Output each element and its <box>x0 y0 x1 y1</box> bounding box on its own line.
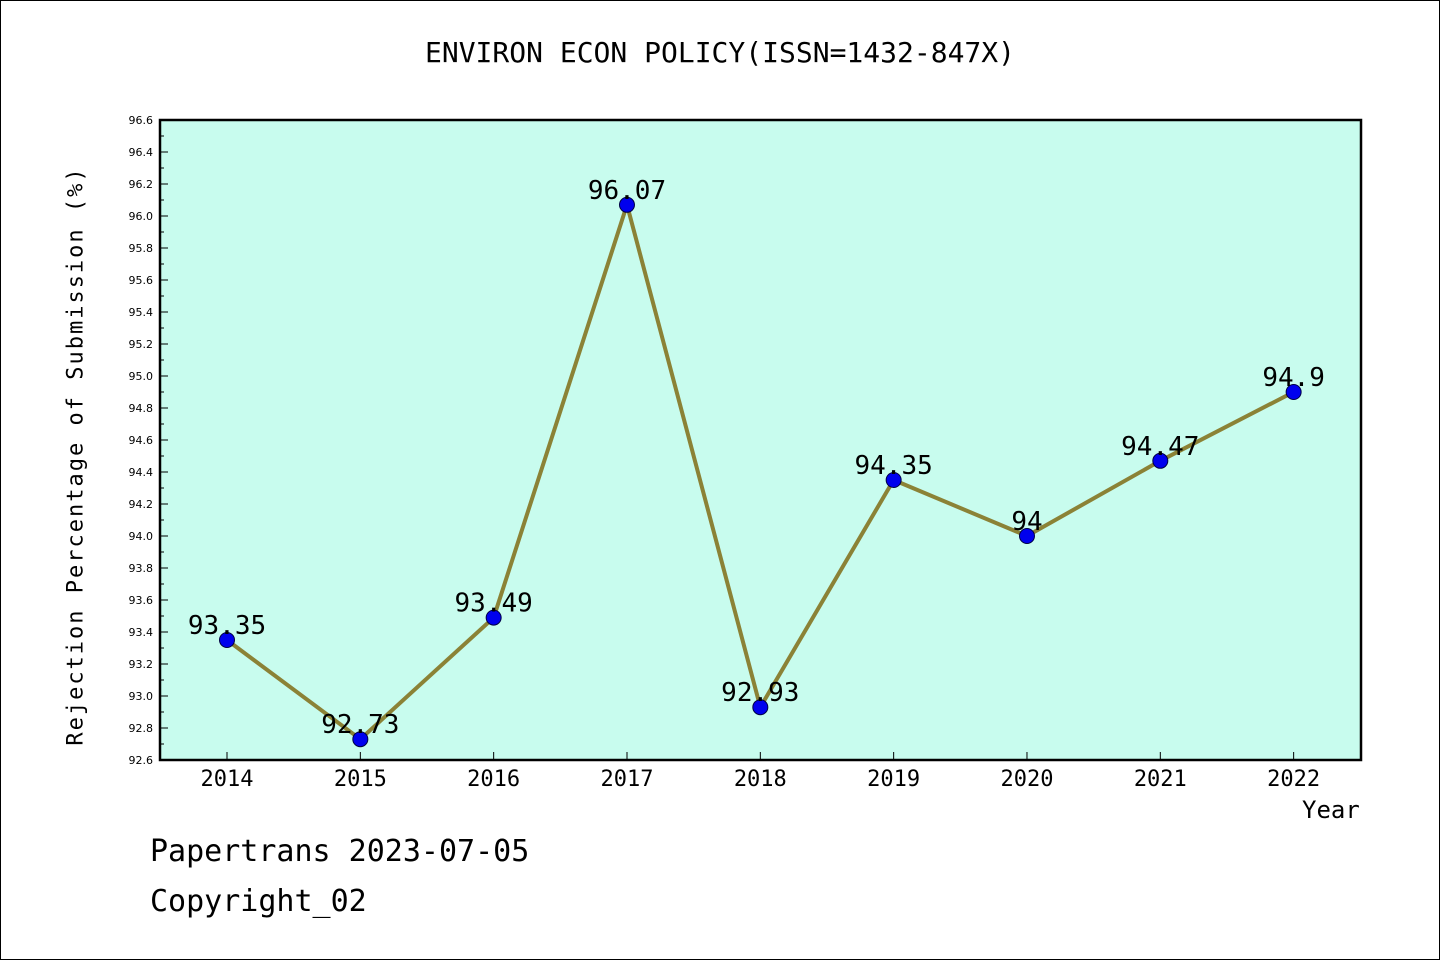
x-tick-label: 2019 <box>867 767 920 792</box>
data-label: 92.73 <box>321 710 399 740</box>
x-tick-label: 2016 <box>467 767 520 792</box>
y-tick-label: 93.2 <box>129 658 154 671</box>
y-tick-label: 93.6 <box>129 594 154 607</box>
data-point <box>219 632 235 648</box>
y-tick-label: 95.2 <box>129 338 154 351</box>
data-label: 94.9 <box>1262 363 1325 393</box>
y-tick-label: 94.4 <box>129 466 154 479</box>
data-label: 94.47 <box>1121 432 1199 462</box>
chart-title: ENVIRON ECON POLICY(ISSN=1432-847X) <box>424 36 1015 69</box>
data-point <box>485 609 502 626</box>
data-point <box>885 472 902 488</box>
x-tick-label: 2021 <box>1134 767 1187 792</box>
y-tick-label: 94.2 <box>129 498 154 511</box>
data-label: 94 <box>1011 507 1042 537</box>
y-tick-label: 94.0 <box>129 530 154 543</box>
x-tick-label: 2020 <box>1000 767 1053 792</box>
data-label: 93.49 <box>455 589 533 619</box>
y-tick-label: 93.4 <box>129 626 154 639</box>
y-tick-label: 95.6 <box>129 274 154 287</box>
footer-date: Papertrans 2023-07-05 <box>150 834 530 869</box>
y-tick-label: 94.6 <box>129 434 154 447</box>
data-point <box>352 731 369 748</box>
data-point <box>752 699 769 716</box>
data-point <box>1285 384 1302 400</box>
x-tick-label: 2014 <box>201 767 254 792</box>
data-label: 96.07 <box>588 176 666 206</box>
y-tick-label: 92.8 <box>129 722 154 735</box>
data-label: 92.93 <box>721 678 799 708</box>
y-tick-label: 96.2 <box>129 178 154 191</box>
data-label: 93.35 <box>188 611 266 641</box>
y-tick-label: 95.4 <box>129 306 154 319</box>
y-tick-label: 94.8 <box>129 402 154 415</box>
y-tick-label: 96.6 <box>129 114 154 127</box>
x-tick-label: 2022 <box>1267 767 1320 792</box>
x-tick-label: 2017 <box>600 767 653 792</box>
data-point <box>1018 528 1035 544</box>
y-tick-label: 93.0 <box>129 690 154 703</box>
y-tick-label: 96.4 <box>129 146 154 159</box>
footer-copyright: Copyright_02 <box>150 884 367 919</box>
y-tick-label: 96.0 <box>129 210 154 223</box>
x-tick-label: 2015 <box>334 767 387 792</box>
plot-area <box>158 118 1363 762</box>
data-point <box>618 196 635 213</box>
y-tick-label: 95.8 <box>129 242 154 255</box>
y-tick-label: 92.6 <box>129 754 154 767</box>
x-tick-label: 2018 <box>734 767 787 792</box>
y-tick-label: 95.0 <box>129 370 154 383</box>
x-axis-label: Year <box>1302 796 1360 824</box>
y-tick-label: 93.8 <box>129 562 154 575</box>
data-point <box>1152 452 1169 469</box>
data-label: 94.35 <box>855 451 933 481</box>
